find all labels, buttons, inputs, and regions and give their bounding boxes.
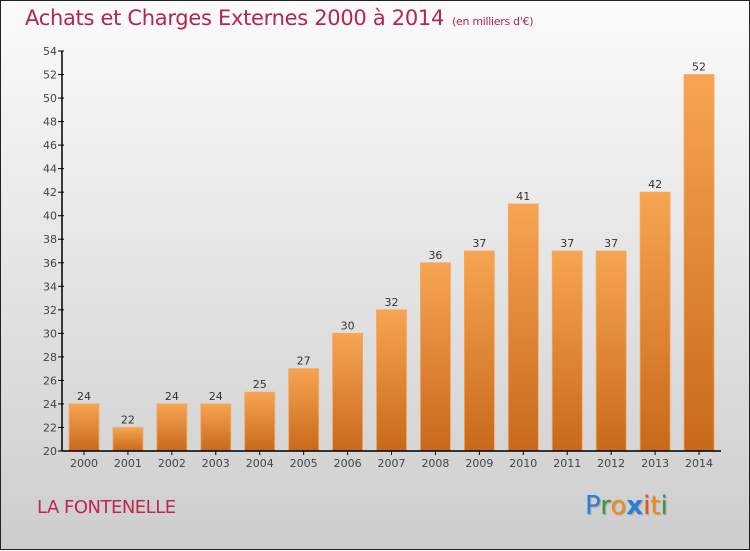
y-tick-label: 30 bbox=[43, 327, 57, 340]
bar-2005 bbox=[288, 368, 320, 452]
commune-name: LA FONTENELLE bbox=[37, 497, 176, 518]
y-tick-label: 42 bbox=[43, 186, 57, 199]
y-tick-label: 54 bbox=[43, 45, 57, 58]
logo-letter: i bbox=[660, 491, 668, 521]
x-tick-label: 2001 bbox=[114, 457, 142, 470]
x-tick-label: 2007 bbox=[378, 457, 406, 470]
x-tick-label: 2006 bbox=[334, 457, 362, 470]
y-tick-label: 50 bbox=[43, 92, 57, 105]
logo-letter: i bbox=[643, 491, 651, 521]
y-tick-label: 48 bbox=[43, 116, 57, 129]
bar-value-label: 32 bbox=[385, 296, 399, 309]
bar-value-label: 24 bbox=[165, 390, 179, 403]
x-tick-label: 2005 bbox=[290, 457, 318, 470]
x-tick-label: 2003 bbox=[202, 457, 230, 470]
y-tick-label: 24 bbox=[43, 398, 57, 411]
x-tick-label: 2002 bbox=[158, 457, 186, 470]
bar-2007 bbox=[376, 309, 407, 452]
y-tick-label: 32 bbox=[43, 304, 57, 317]
bar-value-label: 42 bbox=[648, 178, 662, 191]
x-tick-label: 2009 bbox=[465, 457, 493, 470]
bar-value-label: 27 bbox=[297, 355, 311, 368]
x-tick-label: 2013 bbox=[641, 457, 669, 470]
logo-letter: P bbox=[585, 491, 601, 521]
bar-value-label: 37 bbox=[560, 237, 574, 250]
bar-2012 bbox=[595, 250, 627, 452]
bar-value-label: 41 bbox=[516, 190, 530, 203]
y-tick-label: 20 bbox=[43, 445, 57, 458]
bar-value-label: 37 bbox=[604, 237, 618, 250]
x-tick-label: 2011 bbox=[553, 457, 581, 470]
unit-label: (en milliers d'€) bbox=[452, 15, 534, 28]
chart-title: Achats et Charges Externes 2000 à 2014 (e… bbox=[25, 6, 534, 30]
x-tick-label: 2008 bbox=[421, 457, 449, 470]
x-tick-label: 2014 bbox=[685, 457, 713, 470]
bar-value-label: 25 bbox=[253, 378, 267, 391]
bar-value-label: 52 bbox=[692, 61, 706, 74]
proxiti-logo[interactable]: Proxiti bbox=[585, 491, 668, 521]
logo-letter: t bbox=[650, 491, 661, 521]
bars-group: 24 22 24 24 25 27 30 32 36 37 41 37 37 42 52 bbox=[68, 61, 715, 452]
axes-group: 2000 2001 2002 2003 2004 2005 2006 2007 2008 2009… bbox=[43, 45, 721, 470]
y-tick-label: 36 bbox=[43, 257, 57, 270]
bar-value-label: 37 bbox=[472, 237, 486, 250]
bar-2002 bbox=[156, 403, 188, 452]
y-tick-label: 52 bbox=[43, 69, 57, 82]
bar-2003 bbox=[200, 403, 232, 452]
logo-letter: o bbox=[610, 491, 627, 521]
title-text: Achats et Charges Externes 2000 à 2014 bbox=[25, 6, 445, 30]
bar-2004 bbox=[244, 391, 276, 452]
x-tick-label: 2000 bbox=[70, 457, 98, 470]
y-tick-label: 34 bbox=[43, 280, 57, 293]
y-tick-label: 40 bbox=[43, 210, 57, 223]
bar-value-label: 30 bbox=[341, 319, 355, 332]
bar-2000 bbox=[68, 403, 100, 452]
x-tick-label: 2012 bbox=[597, 457, 625, 470]
bar-2009 bbox=[463, 250, 495, 452]
logo-letter: x bbox=[626, 491, 644, 521]
bar-2001 bbox=[112, 427, 144, 452]
y-tick-label: 46 bbox=[43, 139, 57, 152]
bar-2013 bbox=[639, 191, 671, 452]
y-tick-label: 28 bbox=[43, 351, 57, 364]
y-tick-label: 38 bbox=[43, 233, 57, 246]
bar-2011 bbox=[551, 250, 583, 452]
bar-2008 bbox=[420, 262, 451, 452]
logo-letter: r bbox=[600, 491, 611, 521]
bar-value-label: 24 bbox=[77, 390, 91, 403]
y-tick-label: 26 bbox=[43, 374, 57, 387]
bar-2014 bbox=[683, 74, 715, 452]
bar-2010 bbox=[507, 203, 539, 452]
bar-value-label: 36 bbox=[428, 249, 442, 262]
y-tick-label: 44 bbox=[43, 163, 57, 176]
bar-value-label: 22 bbox=[121, 413, 135, 426]
x-tick-label: 2004 bbox=[246, 457, 274, 470]
bar-2006 bbox=[332, 332, 363, 452]
bar-value-label: 24 bbox=[209, 390, 223, 403]
y-tick-label: 22 bbox=[43, 421, 57, 434]
x-tick-label: 2010 bbox=[509, 457, 537, 470]
